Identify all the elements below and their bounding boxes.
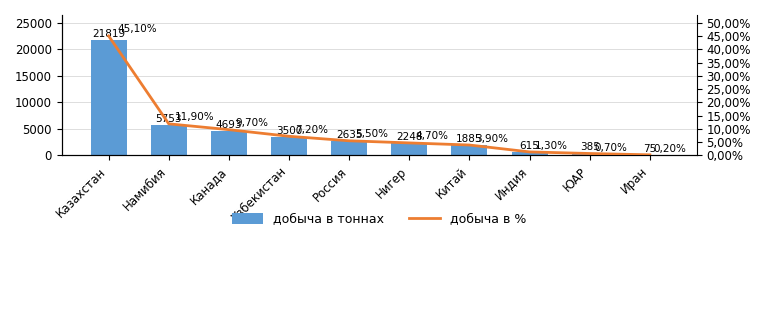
Bar (512, 152, 548, 156)
Legend: добыча в тоннах, добыча в %: добыча в тоннах, добыча в % (227, 208, 532, 230)
Text: 11,90%: 11,90% (175, 112, 214, 122)
Text: 1,30%: 1,30% (535, 141, 568, 151)
Bar (391, 143, 427, 156)
Bar (331, 141, 367, 156)
Text: 385: 385 (580, 142, 600, 152)
Bar (571, 153, 607, 156)
Bar (151, 125, 187, 156)
Text: 5,50%: 5,50% (355, 129, 388, 139)
Bar (271, 137, 307, 156)
Text: 2635: 2635 (336, 130, 362, 141)
Text: 3500: 3500 (276, 126, 302, 136)
Bar (632, 155, 668, 156)
Text: 1885: 1885 (457, 134, 483, 144)
Bar (451, 145, 487, 156)
Text: 9,70%: 9,70% (235, 118, 268, 128)
Text: 4,70%: 4,70% (415, 131, 448, 141)
Text: 75: 75 (643, 144, 656, 154)
Text: 2248: 2248 (396, 132, 423, 142)
Text: 21819: 21819 (92, 29, 125, 39)
Text: 4693: 4693 (216, 120, 242, 129)
Text: 615: 615 (519, 141, 539, 151)
Text: 5753: 5753 (155, 114, 182, 124)
Bar (211, 130, 247, 156)
Text: 7,20%: 7,20% (295, 125, 328, 135)
Text: 45,10%: 45,10% (118, 24, 157, 34)
Text: 0,20%: 0,20% (653, 144, 686, 154)
Bar (90, 40, 126, 156)
Text: 3,90%: 3,90% (476, 134, 509, 144)
Text: 0,70%: 0,70% (594, 143, 627, 153)
